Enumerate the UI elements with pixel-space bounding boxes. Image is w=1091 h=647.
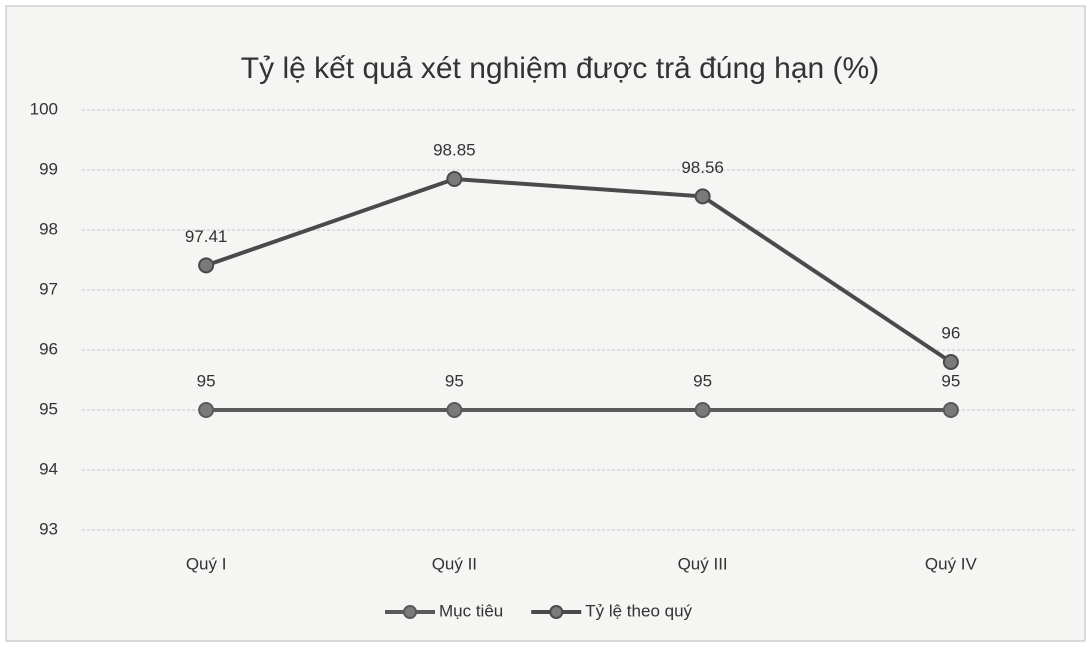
data-label: 98.56 (681, 158, 724, 177)
y-tick-label: 98 (39, 219, 58, 238)
data-label: 98.85 (433, 140, 476, 159)
data-label: 95 (445, 371, 464, 390)
series-line (205, 176, 952, 364)
point-marker (942, 354, 959, 370)
y-tick-label: 95 (39, 399, 58, 418)
y-tick-label: 94 (39, 459, 58, 478)
y-tick-label: 96 (39, 339, 58, 358)
legend-label: Mục tiêu (439, 601, 503, 620)
point-marker (198, 402, 215, 418)
data-label: 97.41 (185, 227, 228, 246)
point-marker (198, 257, 215, 274)
data-label: 95 (941, 371, 960, 390)
legend-marker (549, 605, 564, 619)
data-label: 96 (941, 323, 960, 342)
data-label: 95 (693, 371, 712, 390)
legend-label: Tỷ lệ theo quý (585, 601, 692, 620)
point-marker (446, 171, 463, 187)
point-marker (694, 188, 711, 205)
point-marker (942, 402, 959, 418)
data-label: 95 (197, 371, 216, 390)
legend-marker (403, 605, 417, 619)
x-tick-label: Quý II (432, 554, 477, 573)
point-marker (446, 402, 463, 418)
y-tick-label: 100 (30, 99, 58, 118)
x-tick-label: Quý IV (925, 554, 978, 573)
point-marker (694, 402, 711, 418)
y-tick-label: 97 (39, 279, 58, 298)
chart-title: Tỷ lệ kết quả xét nghiệm được trả đúng h… (241, 52, 879, 85)
x-tick-label: Quý III (678, 554, 728, 573)
y-tick-label: 99 (39, 159, 58, 178)
y-tick-label: 93 (39, 519, 58, 538)
chart-background (5, 5, 1086, 642)
x-tick-label: Quý I (186, 554, 227, 573)
